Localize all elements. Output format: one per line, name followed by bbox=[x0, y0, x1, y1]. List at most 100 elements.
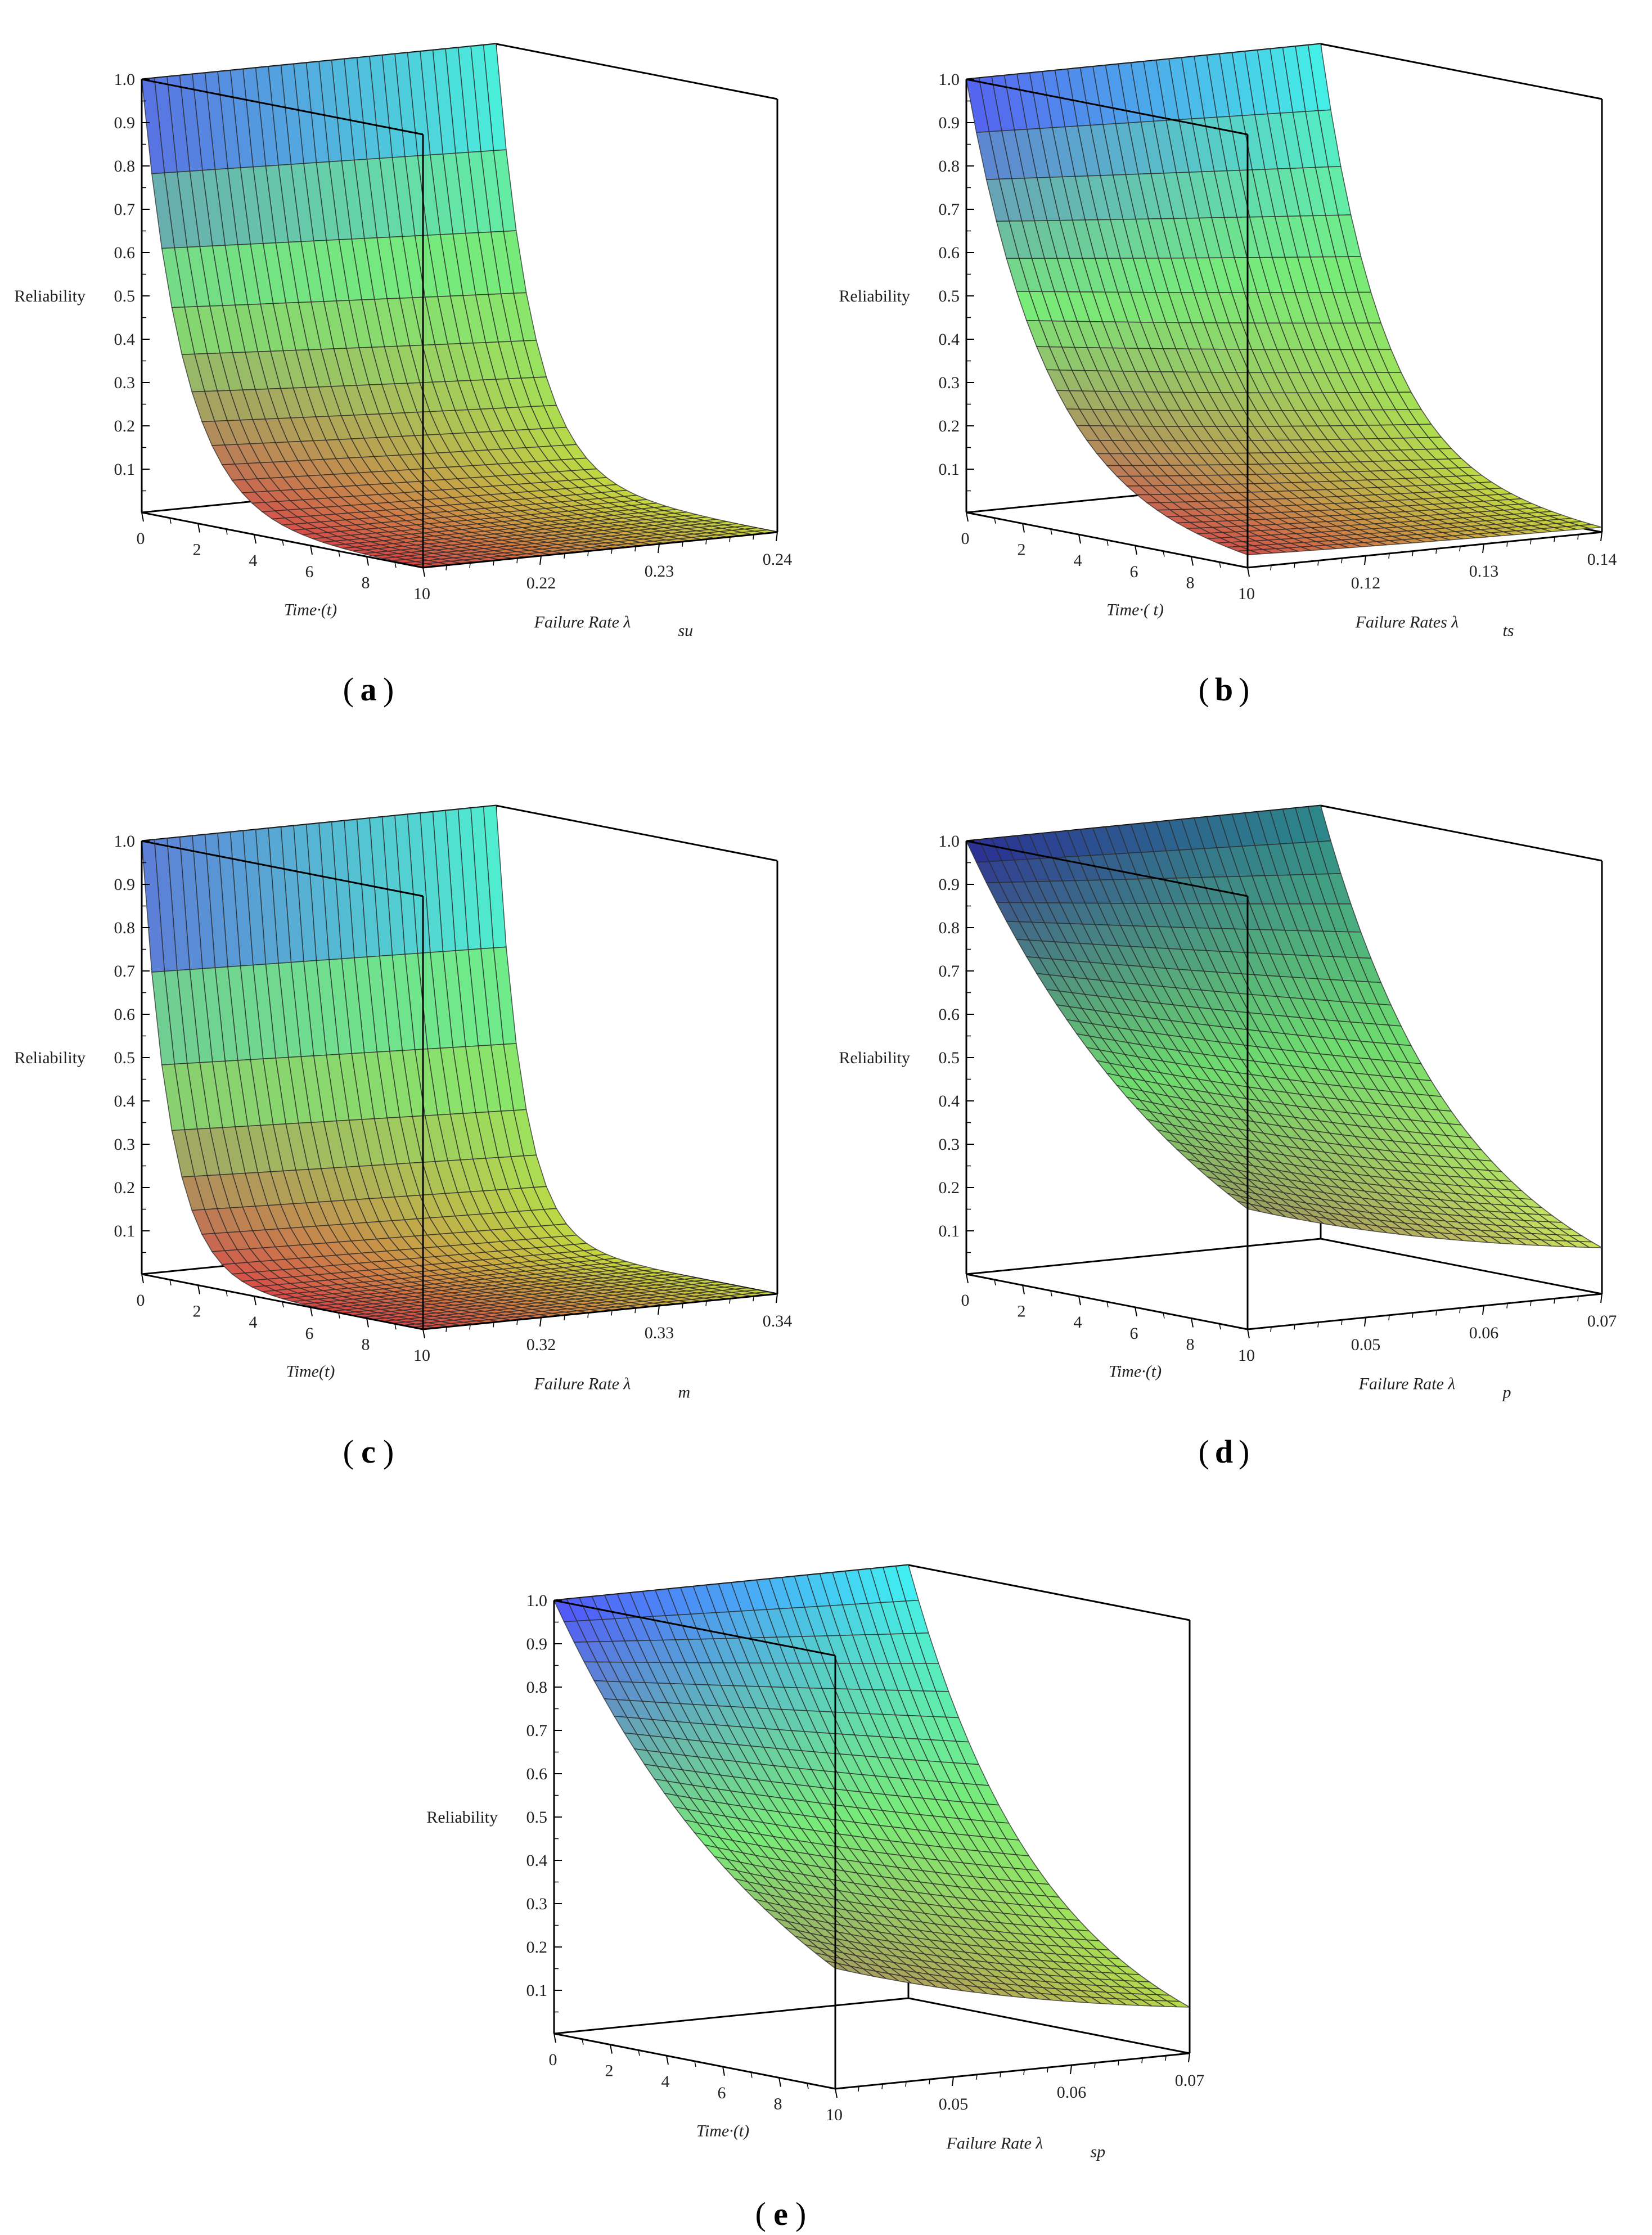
y-axis-label-subscript: ts bbox=[1503, 622, 1514, 640]
z-tick-label: 0.8 bbox=[526, 1678, 548, 1697]
y-tick bbox=[776, 1293, 778, 1303]
y-axis-label-text: Failure Rates λ bbox=[1355, 613, 1459, 632]
y-tick-label: 0.22 bbox=[526, 574, 556, 592]
caption-label: e bbox=[773, 2196, 788, 2232]
y-tick-label: 0.14 bbox=[1587, 550, 1617, 569]
x-tick bbox=[666, 2056, 669, 2065]
box-edge bbox=[1320, 1238, 1603, 1295]
caption-open-paren: ( bbox=[755, 2196, 766, 2232]
x-tick bbox=[1135, 1307, 1137, 1316]
x-tick bbox=[254, 1296, 256, 1306]
z-tick-label: 0.2 bbox=[526, 1938, 548, 1957]
z-tick-label: 0.8 bbox=[939, 157, 960, 176]
y-minor-tick bbox=[1000, 2072, 1001, 2077]
x-tick bbox=[1247, 567, 1250, 577]
y-minor-tick bbox=[445, 565, 447, 570]
z-tick-label: 0.6 bbox=[939, 1005, 960, 1024]
y-axis-label: Failure Rates λ ts bbox=[1355, 613, 1514, 640]
y-minor-tick bbox=[611, 1310, 613, 1316]
x-tick-label: 8 bbox=[774, 2094, 782, 2113]
x-axis-label: Time·(t) bbox=[696, 2122, 749, 2140]
x-tick bbox=[553, 2033, 556, 2043]
box-edge bbox=[908, 1997, 1190, 2054]
z-tick-label: 0.4 bbox=[114, 330, 136, 349]
box-edge bbox=[496, 43, 778, 100]
y-axis-label-subscript: sp bbox=[1091, 2143, 1106, 2161]
z-tick-label: 0.4 bbox=[526, 1851, 548, 1870]
x-tick-label: 10 bbox=[1238, 584, 1255, 603]
z-tick-label: 0.1 bbox=[939, 460, 960, 479]
y-minor-tick bbox=[858, 2086, 859, 2092]
x-tick bbox=[422, 567, 425, 577]
x-tick bbox=[310, 545, 313, 555]
z-tick-label: 0.2 bbox=[939, 417, 960, 435]
panel-caption: (a) bbox=[343, 671, 394, 708]
box-edge bbox=[496, 804, 778, 862]
y-minor-tick bbox=[881, 2084, 883, 2089]
x-minor-tick bbox=[994, 518, 996, 524]
x-tick bbox=[254, 534, 256, 544]
z-axis-label: Reliability bbox=[14, 1049, 85, 1067]
z-tick-label: 0.7 bbox=[114, 200, 136, 219]
z-tick-label: 0.3 bbox=[526, 1895, 548, 1913]
x-tick bbox=[366, 556, 369, 566]
x-tick-label: 0 bbox=[137, 529, 145, 548]
x-tick-label: 2 bbox=[1018, 541, 1026, 559]
y-minor-tick bbox=[682, 541, 683, 547]
x-tick-label: 10 bbox=[413, 584, 430, 603]
z-tick-label: 0.3 bbox=[939, 1135, 960, 1154]
y-minor-tick bbox=[1554, 537, 1555, 542]
y-minor-tick bbox=[564, 1315, 565, 1320]
z-tick-label: 0.5 bbox=[526, 1808, 548, 1827]
z-tick-label: 0.4 bbox=[939, 330, 960, 349]
x-tick bbox=[722, 2066, 725, 2076]
z-axis: 0.1 0.2 0.3 0.4 0.5 0.6 0.7 0.8 0.9 1.0 Reliabilit… bbox=[839, 832, 974, 1253]
surface bbox=[141, 805, 778, 1330]
x-tick bbox=[1247, 1329, 1250, 1339]
x-minor-tick bbox=[1219, 562, 1221, 568]
box-edge bbox=[141, 78, 424, 136]
z-tick-label: 0.7 bbox=[939, 200, 960, 219]
x-tick-label: 2 bbox=[193, 541, 201, 559]
y-minor-tick bbox=[1483, 1305, 1484, 1311]
caption-close-paren: ) bbox=[383, 1433, 394, 1470]
x-tick-label: 10 bbox=[1238, 1346, 1255, 1365]
y-minor-tick bbox=[611, 548, 613, 554]
z-tick-label: 0.9 bbox=[114, 114, 136, 132]
z-axis-label: Reliability bbox=[14, 287, 85, 305]
z-tick-label: 0.7 bbox=[114, 962, 136, 981]
x-axis: 0 2 4 6 8 10 Time·(t) bbox=[549, 2033, 843, 2140]
z-tick-label: 0.7 bbox=[526, 1721, 548, 1740]
box-edge bbox=[553, 1997, 909, 2035]
x-tick-label: 0 bbox=[961, 529, 970, 548]
caption-label: c bbox=[361, 1433, 376, 1470]
y-minor-tick bbox=[634, 546, 636, 552]
y-tick-label: 0.13 bbox=[1469, 562, 1499, 581]
caption-label: d bbox=[1215, 1433, 1233, 1470]
z-tick-label: 0.1 bbox=[114, 460, 136, 479]
x-tick bbox=[366, 1318, 369, 1328]
x-axis: 0 2 4 6 8 10 Time·(t) bbox=[137, 512, 430, 619]
y-axis-label: Failure Rate λ sp bbox=[946, 2134, 1106, 2161]
x-tick-label: 4 bbox=[1074, 551, 1082, 570]
x-tick bbox=[1022, 523, 1025, 533]
chart-panel-e: 0.1 0.2 0.3 0.4 0.5 0.6 0.7 0.8 0.9 1.0 Reliabilit… bbox=[426, 1564, 1204, 2232]
y-minor-tick bbox=[682, 1303, 683, 1308]
x-tick-label: 8 bbox=[1186, 1335, 1195, 1353]
z-tick-label: 0.2 bbox=[114, 1179, 136, 1197]
y-minor-tick bbox=[445, 1326, 447, 1332]
y-tick-label: 0.32 bbox=[526, 1335, 556, 1354]
y-axis-label-subscript: p bbox=[1502, 1383, 1511, 1402]
x-tick bbox=[1078, 534, 1081, 544]
z-tick-label: 0.1 bbox=[526, 1981, 548, 2000]
x-tick bbox=[1191, 1318, 1194, 1328]
box-edge bbox=[1247, 531, 1603, 569]
y-minor-tick bbox=[634, 1308, 636, 1314]
y-axis-label: Failure Rate λ m bbox=[534, 1375, 691, 1402]
y-tick bbox=[1188, 2053, 1190, 2063]
y-tick-label: 0.33 bbox=[645, 1324, 674, 1342]
z-tick-label: 0.5 bbox=[114, 287, 136, 305]
y-tick-label: 0.06 bbox=[1469, 1324, 1499, 1342]
x-tick bbox=[966, 512, 969, 522]
y-tick-label: 0.06 bbox=[1057, 2083, 1087, 2102]
